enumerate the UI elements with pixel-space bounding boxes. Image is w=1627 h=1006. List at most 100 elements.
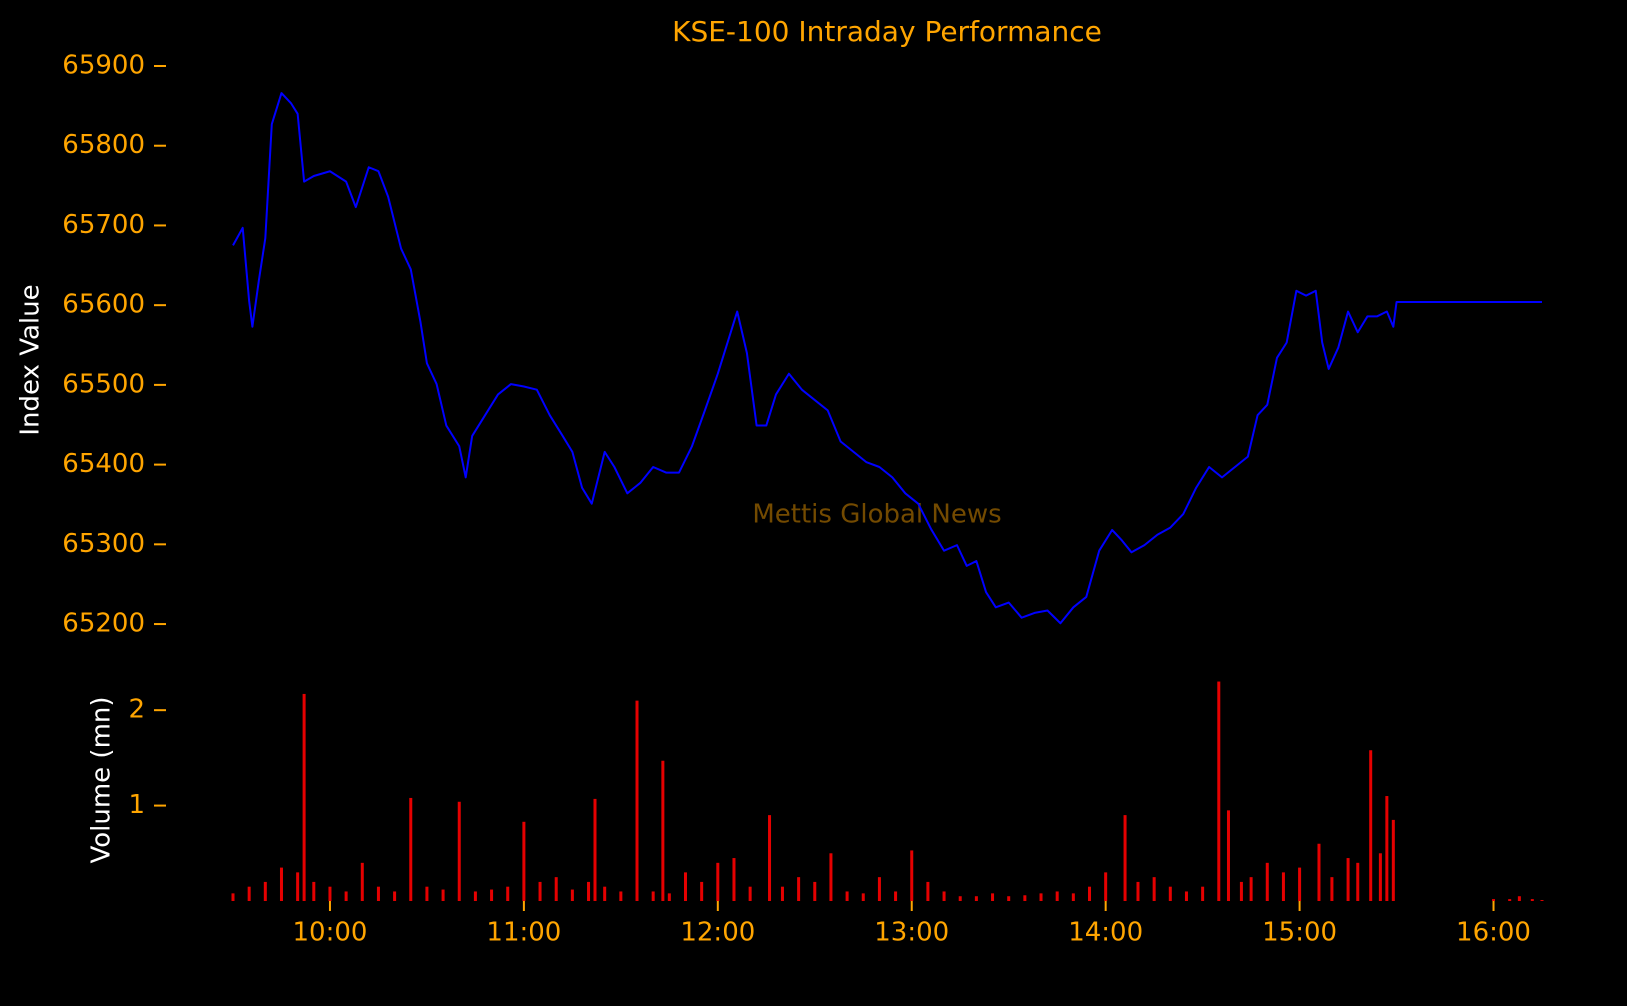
y-tick-label: 65900 xyxy=(62,51,145,81)
volume-bar xyxy=(1265,862,1269,901)
volume-bar xyxy=(667,893,671,901)
volume-bar xyxy=(635,700,639,901)
volume-bar xyxy=(1201,886,1205,901)
volume-bar xyxy=(1249,877,1253,901)
volume-bar xyxy=(926,881,930,901)
volume-bar xyxy=(1217,681,1221,901)
index-line xyxy=(232,92,1542,625)
volume-bar xyxy=(1023,895,1027,901)
volume-bar xyxy=(296,872,300,901)
volume-bar xyxy=(1239,881,1243,901)
volume-bar xyxy=(1088,886,1092,901)
volume-bar xyxy=(603,886,607,901)
volume-bar xyxy=(942,891,946,901)
y-tick-label: 65200 xyxy=(62,609,145,639)
y-tick-label: 2 xyxy=(128,695,145,725)
volume-bar xyxy=(1136,881,1140,901)
volume-bar xyxy=(473,891,477,901)
volume-bar xyxy=(1330,877,1334,901)
y-tick-label: 65400 xyxy=(62,449,145,479)
volume-bar xyxy=(1123,815,1127,901)
volume-bar xyxy=(877,877,881,901)
y-tick-label: 65800 xyxy=(62,130,145,160)
volume-bar xyxy=(1356,862,1360,901)
volume-bar xyxy=(991,893,995,901)
volume-bar xyxy=(393,891,397,901)
volume-bar xyxy=(1391,819,1395,901)
volume-bar xyxy=(302,693,306,901)
y-axis-label: Volume (mn) xyxy=(87,696,117,863)
volume-bar xyxy=(490,889,494,901)
volume-bar xyxy=(1508,899,1512,901)
volume-bar xyxy=(894,891,898,901)
volume-bar xyxy=(263,881,267,901)
chart-title: KSE-100 Intraday Performance xyxy=(672,15,1102,48)
y-tick-label: 65600 xyxy=(62,290,145,320)
volume-bar xyxy=(1104,872,1108,901)
volume-bar xyxy=(1298,867,1302,901)
volume-bar xyxy=(231,893,235,901)
volume-bar xyxy=(554,877,558,901)
volume-bar xyxy=(441,889,445,901)
volume-bar xyxy=(974,896,978,901)
volume-bar xyxy=(829,853,833,901)
volume-bar xyxy=(797,877,801,901)
volume-bar xyxy=(344,891,348,901)
volume-bar xyxy=(1055,891,1059,901)
volume-bar xyxy=(716,862,720,901)
volume-bar xyxy=(732,858,736,901)
volume-bar xyxy=(1346,858,1350,901)
volume-bar xyxy=(1184,891,1188,901)
volume-bar xyxy=(780,886,784,901)
volume-bar xyxy=(1226,810,1230,901)
volume-bar xyxy=(661,760,665,901)
volume-bar xyxy=(538,881,542,901)
volume-bar xyxy=(587,881,591,901)
volume-bar xyxy=(861,893,865,901)
volume-bar xyxy=(1530,899,1534,901)
volume-bar xyxy=(247,886,251,901)
x-tick-label: 14:00 xyxy=(1068,918,1143,948)
volume-bar xyxy=(1369,750,1373,901)
volume-bar xyxy=(768,815,772,901)
volume-bar xyxy=(683,872,687,901)
volume-bar xyxy=(457,801,461,901)
y-axis-label: Index Value xyxy=(16,284,46,435)
volume-bar xyxy=(1168,886,1172,901)
volume-bar xyxy=(748,886,752,901)
volume-bar xyxy=(1281,872,1285,901)
y-tick-label: 65700 xyxy=(62,210,145,240)
volume-bar xyxy=(651,891,655,901)
volume-bar xyxy=(1071,893,1075,901)
volume-bar xyxy=(376,886,380,901)
volume-bar xyxy=(1540,900,1544,901)
watermark: Mettis Global News xyxy=(752,500,1001,530)
volume-bar xyxy=(522,821,526,901)
volume-bar xyxy=(1152,877,1156,901)
y-tick-label: 65300 xyxy=(62,529,145,559)
volume-bar xyxy=(312,881,316,901)
volume-bar xyxy=(958,896,962,901)
y-tick-label: 1 xyxy=(128,790,145,820)
x-tick-label: 12:00 xyxy=(680,918,755,948)
volume-bar xyxy=(1317,843,1321,901)
volume-bar xyxy=(1492,899,1496,901)
x-tick-label: 10:00 xyxy=(292,918,367,948)
volume-bar xyxy=(1007,896,1011,901)
y-tick-label: 65500 xyxy=(62,369,145,399)
volume-bar xyxy=(570,889,574,901)
volume-bar xyxy=(700,881,704,901)
volume-bar xyxy=(360,862,364,901)
volume-bar xyxy=(1517,896,1521,901)
volume-bar xyxy=(1378,853,1382,901)
volume-bar xyxy=(1039,893,1043,901)
x-tick-label: 15:00 xyxy=(1262,918,1337,948)
x-tick-label: 16:00 xyxy=(1456,918,1531,948)
volume-bar xyxy=(279,867,283,901)
volume-bar xyxy=(813,881,817,901)
volume-bar xyxy=(593,798,597,901)
volume-bar xyxy=(425,886,429,901)
volume-bar xyxy=(845,891,849,901)
